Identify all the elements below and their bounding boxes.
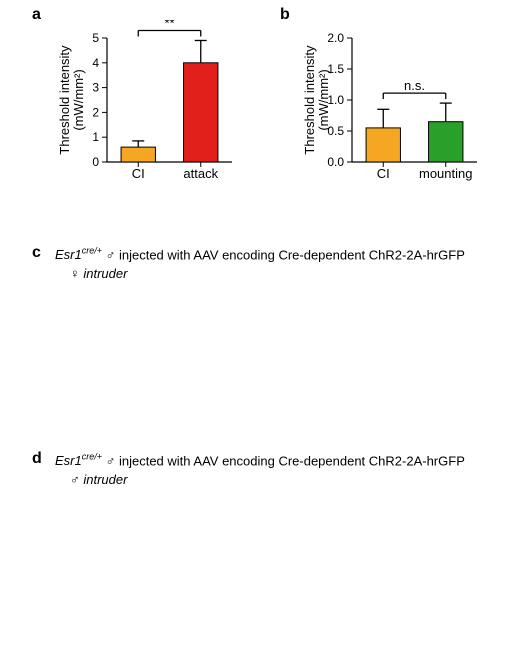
chart-b-threshold: 0.00.51.01.52.0Threshold intensity(mW/mm…	[300, 20, 485, 190]
svg-text:0.0: 0.0	[327, 155, 344, 169]
svg-text:4: 4	[92, 56, 99, 70]
panel-letter-c: c	[32, 244, 41, 262]
chart-a-threshold: 0 1 2 3 4 5 Threshold intensity(mW/mm²) CI attac…	[55, 20, 240, 190]
panel-letter-d: d	[32, 450, 42, 468]
svg-text:5: 5	[92, 31, 99, 45]
panel-d-intruder: ♂ intruder	[70, 472, 127, 487]
svg-text:n.s.: n.s.	[404, 78, 425, 93]
svg-text:Threshold intensity: Threshold intensity	[57, 45, 72, 155]
svg-text:1: 1	[92, 130, 99, 144]
panel-letter-b: b	[280, 6, 290, 24]
svg-text:CI: CI	[132, 166, 145, 181]
panel-letter-a: a	[32, 6, 41, 24]
svg-text:attack: attack	[183, 166, 218, 181]
svg-text:**: **	[164, 20, 174, 30]
svg-text:2: 2	[92, 105, 99, 119]
svg-text:0: 0	[92, 155, 99, 169]
panel-c-title: Esr1cre/+ ♂ injected with AAV encoding C…	[55, 246, 465, 262]
svg-text:mounting: mounting	[419, 166, 472, 181]
svg-text:Threshold intensity: Threshold intensity	[302, 45, 317, 155]
svg-text:2.0: 2.0	[327, 31, 344, 45]
svg-text:(mW/mm²): (mW/mm²)	[316, 69, 331, 130]
panel-d-raster	[0, 512, 527, 572]
svg-text:(mW/mm²): (mW/mm²)	[71, 69, 86, 130]
svg-text:3: 3	[92, 81, 99, 95]
panel-c-intruder: ♀ intruder	[70, 266, 127, 281]
panel-d-title: Esr1cre/+ ♂ injected with AAV encoding C…	[55, 452, 465, 468]
svg-text:CI: CI	[377, 166, 390, 181]
panel-c-raster	[0, 306, 527, 406]
